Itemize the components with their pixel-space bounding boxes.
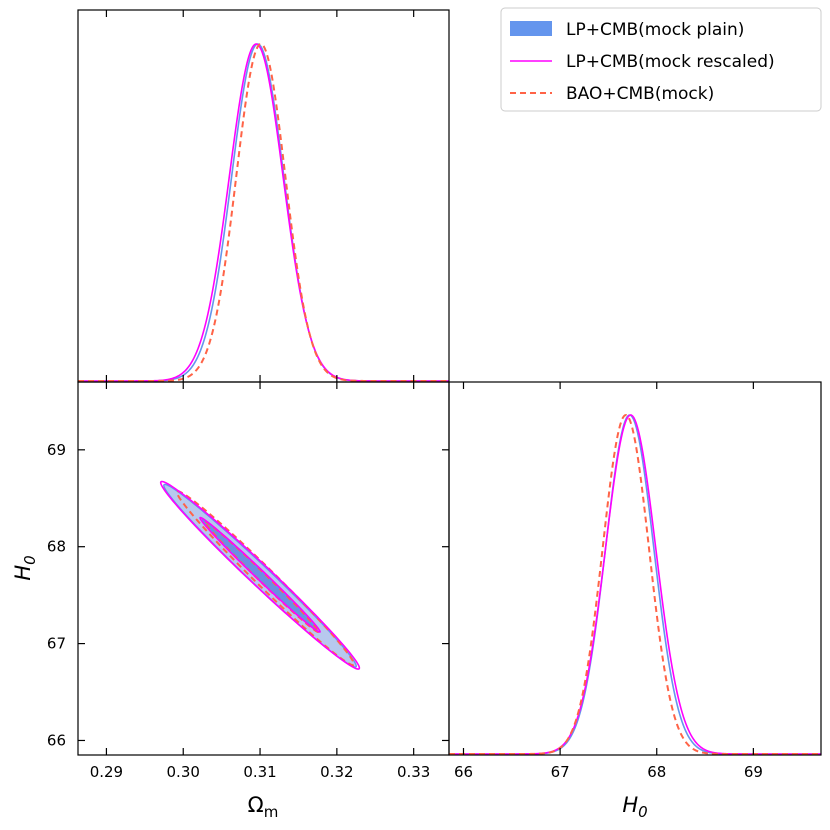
legend-label-rescaled: LP+CMB(mock rescaled) xyxy=(566,52,775,72)
legend-swatch-plain xyxy=(510,21,552,36)
contour-rescaled-95 xyxy=(159,480,361,670)
omega-m-tick-label: 0.32 xyxy=(320,763,353,781)
legend-frame xyxy=(500,7,822,112)
h0-x-tick-label: 67 xyxy=(551,763,570,781)
legend-label-plain: LP+CMB(mock plain) xyxy=(566,20,744,40)
h0-x-tick-label: 66 xyxy=(454,763,473,781)
legend-label-bao: BAO+CMB(mock) xyxy=(566,84,714,104)
omega-m-tick-label: 0.33 xyxy=(397,763,430,781)
contour-rescaled-68 xyxy=(199,516,321,633)
h0-marginal-bao xyxy=(449,414,821,755)
omega-m-tick-label: 0.30 xyxy=(167,763,200,781)
h0-x-tick-label: 69 xyxy=(744,763,763,781)
h0-tick-label: 66 xyxy=(47,731,66,749)
contour-bao-95 xyxy=(175,490,355,667)
omega-m-tick-label: 0.31 xyxy=(243,763,276,781)
h0-x-ticks: 66 67 68 69 xyxy=(454,382,763,781)
h0-tick-label: 69 xyxy=(47,441,66,459)
panel-frame xyxy=(448,381,822,756)
omega-m-tick-label: 0.29 xyxy=(90,763,123,781)
h0-marginal-curves xyxy=(449,414,821,755)
h0-ticks: 66 67 68 69 xyxy=(47,441,449,749)
omega-m-ticks: 0.29 0.30 0.31 0.32 0.33 xyxy=(90,10,430,781)
joint-contours xyxy=(159,480,361,670)
legend: LP+CMB(mock plain) LP+CMB(mock rescaled)… xyxy=(500,7,822,112)
h0-x-tick-label: 68 xyxy=(647,763,666,781)
h0-tick-label: 67 xyxy=(47,635,66,653)
omega-m-marginal-bao xyxy=(78,42,449,382)
panel-bottom-right-marginal-h0: 66 67 68 69 xyxy=(448,381,822,781)
omega-m-marginal-curves xyxy=(78,42,449,382)
x-axis-label-omega-m: Ωm xyxy=(248,793,279,821)
h0-tick-label: 68 xyxy=(47,538,66,556)
